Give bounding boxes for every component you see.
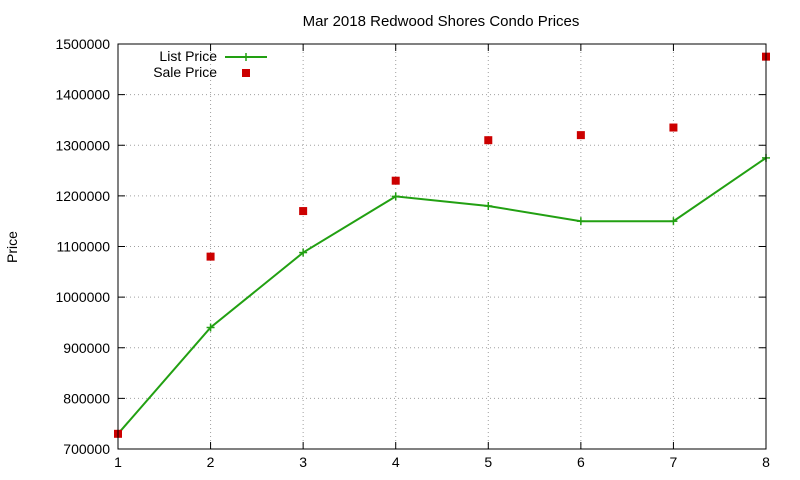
list-price-point [299, 248, 308, 257]
plot-border [117, 43, 767, 450]
y-tick-label: 1300000 [55, 137, 110, 153]
sale-price-point [391, 176, 400, 185]
list-price-point [391, 192, 400, 201]
y-tick-label: 1100000 [57, 239, 111, 255]
x-tick-label: 4 [392, 454, 400, 470]
legend-marker-list-price [242, 53, 250, 61]
sale-price-point [206, 252, 215, 261]
x-tick-label: 8 [762, 454, 770, 470]
y-tick-label: 1500000 [55, 36, 110, 52]
y-tick-label: 900000 [63, 340, 110, 356]
x-tick-label: 3 [299, 454, 307, 470]
chart-title: Mar 2018 Redwood Shores Condo Prices [303, 13, 580, 30]
list-price-point [206, 323, 215, 332]
x-tick-label: 2 [207, 454, 215, 470]
y-tick-label: 800000 [63, 390, 110, 406]
list-price-point [484, 202, 493, 210]
list-price-point [669, 217, 678, 226]
x-tick-label: 7 [670, 454, 678, 470]
x-axis-ticks: 1 2 3 4 5 6 7 8 [114, 44, 770, 470]
series-layer [114, 52, 770, 438]
legend-label: Sale Price [153, 64, 217, 80]
sale-price-point [576, 131, 585, 140]
sale-price-point [484, 136, 493, 145]
y-axis-label: Price [4, 231, 20, 263]
grid-lines [118, 44, 766, 449]
y-axis-ticks: 700000 800000 900000 1000000 1100000 1200000 1… [55, 36, 766, 457]
x-tick-label: 1 [114, 454, 122, 470]
legend-label: List Price [159, 48, 217, 64]
x-tick-label: 6 [577, 454, 585, 470]
y-tick-label: 1000000 [55, 289, 110, 305]
y-tick-label: 700000 [63, 441, 110, 457]
sale-price-point [669, 123, 678, 132]
sale-price-point [299, 207, 308, 216]
y-tick-label: 1200000 [55, 188, 110, 204]
list-price-line [117, 157, 767, 435]
y-tick-label: 1400000 [55, 87, 110, 103]
list-price-point [576, 217, 585, 226]
legend-swatch-sale-price [242, 69, 250, 77]
x-tick-label: 5 [484, 454, 492, 470]
